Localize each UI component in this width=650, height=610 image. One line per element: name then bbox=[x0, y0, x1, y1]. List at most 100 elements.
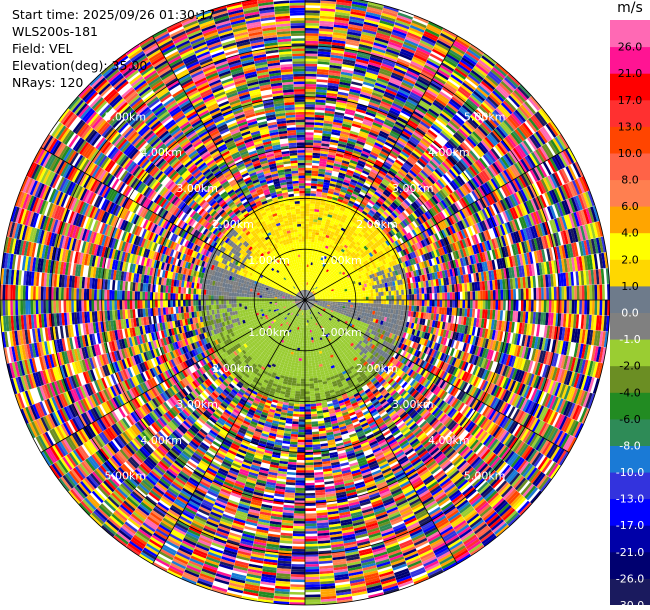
gate-cell bbox=[309, 208, 315, 212]
gate-cell bbox=[376, 32, 391, 39]
gate-cell bbox=[320, 0, 336, 5]
gate-cell bbox=[305, 106, 315, 110]
gate-cell bbox=[313, 271, 316, 274]
gate-cell bbox=[345, 193, 352, 198]
gate-cell bbox=[315, 104, 326, 108]
gate-cell bbox=[414, 294, 417, 300]
gate-cell bbox=[436, 306, 440, 314]
gate-cell bbox=[333, 163, 341, 168]
gate-cell bbox=[316, 242, 321, 246]
gate-cell bbox=[349, 159, 358, 165]
gate-cell bbox=[375, 303, 379, 308]
gate-cell bbox=[342, 121, 353, 126]
gate-cell bbox=[329, 222, 335, 227]
gate-cell bbox=[309, 257, 312, 260]
gate-cell bbox=[346, 142, 356, 148]
gate-cell bbox=[393, 26, 408, 35]
gate-cell bbox=[362, 121, 373, 127]
gate-cell bbox=[305, 282, 307, 285]
gate-cell bbox=[312, 160, 320, 164]
gate-cell bbox=[447, 292, 450, 300]
gate-cell bbox=[314, 112, 325, 116]
gate-cell bbox=[576, 285, 580, 300]
gate-cell bbox=[392, 29, 407, 37]
gate-cell bbox=[305, 83, 317, 87]
gate-cell bbox=[323, 242, 327, 246]
gate-cell bbox=[340, 76, 352, 82]
gate-cell bbox=[332, 34, 347, 39]
gate-cell bbox=[344, 111, 355, 116]
gate-cell bbox=[352, 150, 362, 156]
gate-cell bbox=[335, 6, 351, 12]
gate-cell bbox=[327, 85, 339, 90]
gate-cell bbox=[366, 66, 380, 73]
gate-cell bbox=[305, 205, 310, 209]
gate-cell bbox=[347, 138, 357, 143]
gate-cell bbox=[314, 117, 324, 121]
gate-cell bbox=[305, 20, 320, 24]
gate-cell bbox=[312, 268, 316, 271]
gate-cell bbox=[305, 249, 308, 252]
gate-cell bbox=[336, 148, 345, 153]
gate-cell bbox=[599, 284, 603, 300]
gate-cell bbox=[401, 300, 405, 306]
gate-cell bbox=[354, 113, 365, 119]
gate-cell bbox=[340, 303, 343, 306]
gate-cell bbox=[561, 300, 565, 314]
gate-cell bbox=[336, 200, 343, 205]
gate-cell bbox=[371, 300, 374, 304]
gate-cell bbox=[305, 292, 307, 295]
gate-cell bbox=[305, 35, 319, 39]
gate-cell bbox=[310, 241, 315, 245]
gate-cell bbox=[599, 300, 603, 316]
gate-cell bbox=[312, 249, 316, 253]
gate-cell bbox=[358, 133, 368, 139]
gate-cell bbox=[356, 138, 366, 144]
gate-cell bbox=[470, 291, 473, 300]
gate-cell bbox=[382, 58, 396, 65]
gate-cell bbox=[368, 300, 372, 304]
gate-cell bbox=[307, 259, 310, 263]
gate-cell bbox=[387, 43, 402, 51]
gate-cell bbox=[324, 115, 334, 120]
gate-cell bbox=[317, 264, 321, 268]
gate-cell bbox=[305, 150, 313, 153]
gate-cell bbox=[306, 287, 307, 290]
gate-cell bbox=[315, 201, 321, 205]
gate-cell bbox=[333, 224, 338, 228]
gate-cell bbox=[307, 244, 311, 247]
gate-cell bbox=[308, 280, 311, 283]
gate-cell bbox=[371, 94, 383, 101]
gate-cell bbox=[464, 300, 468, 309]
gate-cell bbox=[337, 174, 345, 180]
gate-cell bbox=[380, 304, 384, 309]
gate-cell bbox=[551, 300, 555, 313]
gate-cell bbox=[316, 186, 323, 190]
gate-cell bbox=[349, 307, 353, 310]
gate-cell bbox=[314, 255, 317, 259]
gate-cell bbox=[305, 137, 314, 141]
gate-cell bbox=[305, 254, 308, 257]
gate-cell bbox=[596, 284, 600, 300]
gate-cell bbox=[305, 190, 311, 194]
gate-cell bbox=[341, 69, 354, 74]
gate-cell bbox=[367, 104, 379, 111]
gate-cell bbox=[314, 114, 325, 118]
gate-cell bbox=[409, 300, 412, 306]
gate-cell bbox=[359, 41, 374, 48]
gate-cell bbox=[308, 267, 311, 270]
gate-cell bbox=[393, 300, 397, 305]
gate-cell bbox=[426, 293, 430, 300]
gate-cell bbox=[309, 203, 315, 207]
gate-cell bbox=[452, 292, 455, 300]
gate-cell bbox=[317, 61, 330, 65]
gate-cell bbox=[365, 303, 369, 307]
gate-cell bbox=[328, 75, 341, 80]
gate-cell bbox=[307, 290, 310, 293]
gate-cell bbox=[330, 175, 338, 180]
gate-cell bbox=[428, 306, 432, 314]
gate-cell bbox=[379, 20, 395, 27]
gate-cell bbox=[437, 300, 440, 307]
gate-cell bbox=[348, 164, 356, 170]
gate-cell bbox=[309, 269, 312, 273]
